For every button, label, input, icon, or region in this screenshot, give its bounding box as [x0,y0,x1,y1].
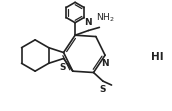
Text: S: S [59,63,66,72]
Text: NH$_2$: NH$_2$ [96,11,115,24]
Text: HI: HI [151,52,164,62]
Text: S: S [100,85,106,94]
Text: N: N [101,59,109,68]
Text: N: N [84,18,92,27]
